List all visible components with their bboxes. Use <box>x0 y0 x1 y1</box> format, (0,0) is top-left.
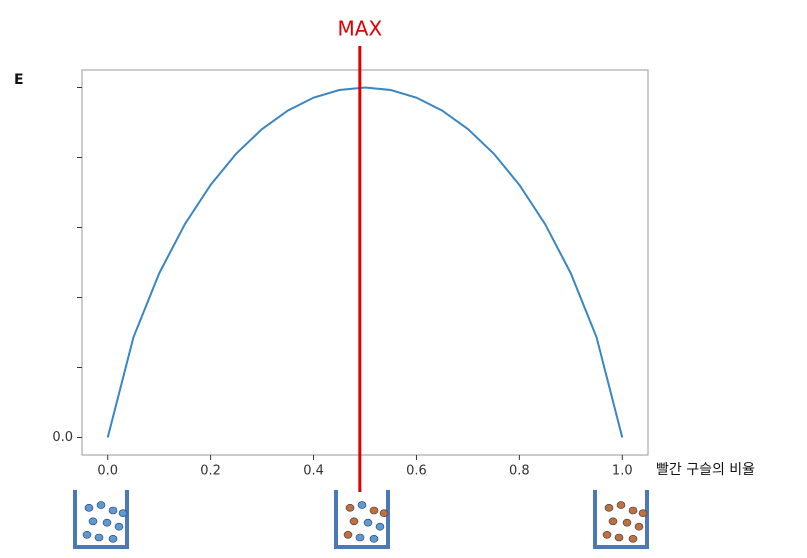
marble <box>82 530 92 539</box>
marble <box>604 503 614 512</box>
marble <box>357 501 367 509</box>
marble <box>349 517 359 526</box>
marble <box>369 506 379 515</box>
marble <box>628 535 638 543</box>
marble <box>363 518 373 527</box>
marble <box>628 506 638 515</box>
marble <box>622 518 632 527</box>
marble <box>602 530 612 539</box>
plot-frame <box>81 69 649 456</box>
marble <box>634 522 644 531</box>
marble <box>369 535 379 543</box>
marble <box>614 533 624 542</box>
marble <box>94 533 104 542</box>
x-tick-label: 1.0 <box>612 464 633 479</box>
marble <box>616 501 626 509</box>
marble <box>638 509 648 518</box>
marble <box>84 503 94 512</box>
y-tick-label: 0.0 <box>52 430 73 445</box>
x-axis-label: 빨간 구슬의 비율 <box>656 462 755 478</box>
marble <box>345 503 355 512</box>
x-tick-label: 0.0 <box>97 464 118 479</box>
marble <box>343 530 353 539</box>
marble <box>102 518 112 527</box>
marble <box>608 517 618 526</box>
marble <box>88 517 98 526</box>
marble <box>118 509 128 518</box>
beaker-icons <box>73 490 649 549</box>
max-label: MAX <box>338 17 383 41</box>
marble <box>375 522 385 531</box>
data-line <box>106 86 624 438</box>
x-tick-label: 0.2 <box>200 464 221 479</box>
marble <box>379 509 389 518</box>
marble <box>355 533 365 542</box>
x-tick-label: 0.6 <box>406 464 427 479</box>
marble <box>114 522 124 531</box>
marble <box>108 506 118 515</box>
x-tick-label: 0.8 <box>509 464 530 479</box>
x-tick-label: 0.4 <box>303 464 324 479</box>
marble <box>108 535 118 543</box>
marble <box>96 501 106 509</box>
y-axis-label: E <box>14 72 24 88</box>
